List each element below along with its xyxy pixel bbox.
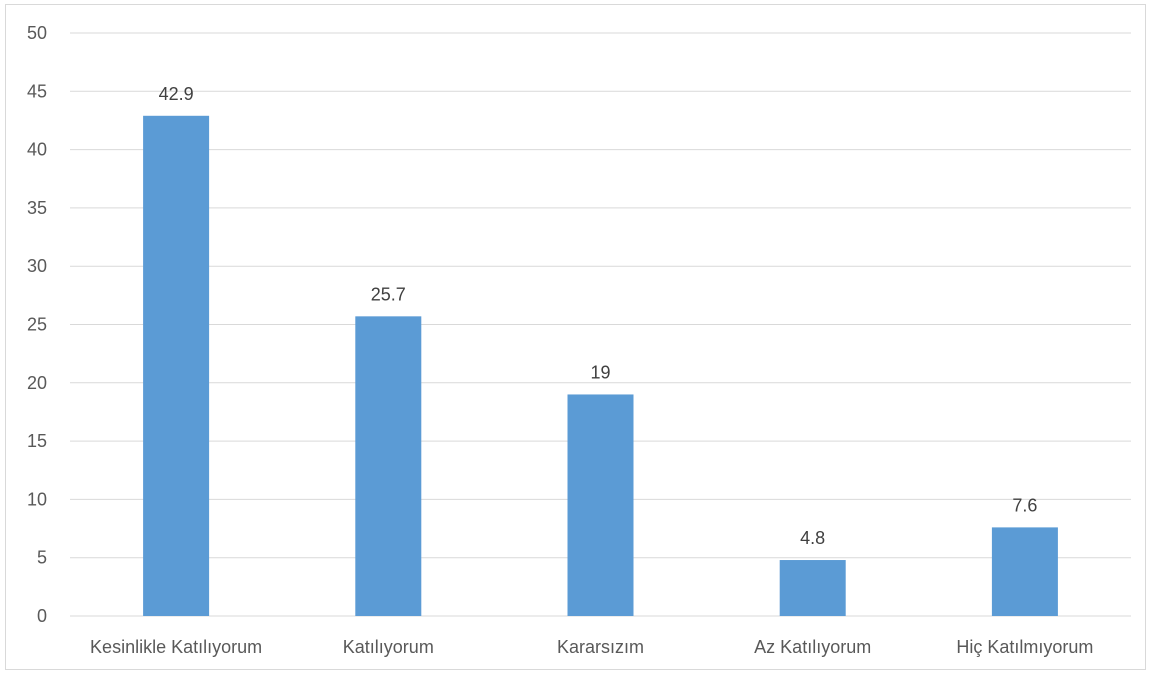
x-axis-ticks: Kesinlikle Katılıyorum Katılıyorum Kararsı… bbox=[90, 637, 1093, 657]
x-tick-label: Az Katılıyorum bbox=[754, 637, 871, 657]
bar bbox=[355, 316, 422, 616]
data-label: 7.6 bbox=[1012, 495, 1037, 515]
y-axis-ticks: 0 5 10 15 20 25 30 35 40 45 50 bbox=[27, 23, 47, 626]
y-tick-label: 5 bbox=[37, 548, 47, 568]
y-tick-label: 10 bbox=[27, 489, 47, 509]
bar bbox=[567, 394, 634, 616]
data-label: 42.9 bbox=[159, 84, 194, 104]
y-tick-label: 15 bbox=[27, 431, 47, 451]
x-tick-label: Kararsızım bbox=[557, 637, 644, 657]
bar bbox=[779, 560, 846, 616]
y-tick-label: 20 bbox=[27, 373, 47, 393]
bars bbox=[143, 115, 1058, 616]
x-tick-label: Katılıyorum bbox=[343, 637, 434, 657]
data-label: 25.7 bbox=[371, 284, 406, 304]
data-label: 19 bbox=[590, 362, 610, 382]
data-labels: 42.9 25.7 19 4.8 7.6 bbox=[159, 84, 1038, 548]
x-tick-label: Hiç Katılmıyorum bbox=[956, 637, 1093, 657]
gridlines bbox=[70, 32, 1131, 617]
bar bbox=[991, 527, 1058, 616]
y-tick-label: 35 bbox=[27, 198, 47, 218]
x-tick-label: Kesinlikle Katılıyorum bbox=[90, 637, 262, 657]
y-tick-label: 30 bbox=[27, 256, 47, 276]
bar bbox=[143, 115, 210, 616]
y-tick-label: 45 bbox=[27, 81, 47, 101]
y-tick-label: 25 bbox=[27, 315, 47, 335]
y-tick-label: 50 bbox=[27, 23, 47, 43]
y-tick-label: 0 bbox=[37, 606, 47, 626]
data-label: 4.8 bbox=[800, 528, 825, 548]
y-tick-label: 40 bbox=[27, 140, 47, 160]
